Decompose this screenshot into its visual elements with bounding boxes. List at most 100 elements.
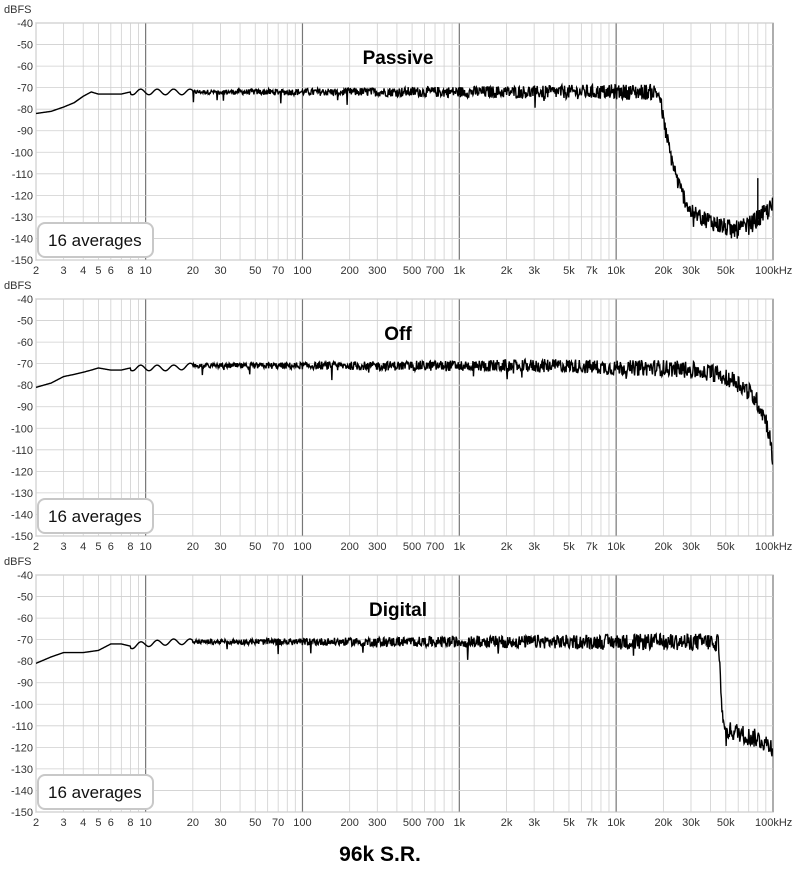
annotation-frame — [37, 498, 154, 534]
x-tick-label: 700 — [426, 265, 444, 277]
x-tick-label: 30k — [682, 265, 700, 277]
y-tick-label: -80 — [17, 380, 33, 392]
annotation-text: 16 averages — [48, 507, 142, 526]
y-tick-label: -120 — [11, 466, 33, 478]
chart-title: Passive — [363, 48, 434, 69]
y-tick-label: -150 — [11, 531, 33, 543]
y-tick-label: -140 — [11, 785, 33, 797]
x-tick-label: 50 — [249, 541, 261, 553]
x-tick-label: 4 — [80, 817, 86, 829]
x-tick-label: 300 — [368, 817, 386, 829]
y-tick-label: -70 — [17, 635, 33, 647]
x-tick-label: 500 — [403, 541, 421, 553]
x-tick-label: 20k — [654, 541, 672, 553]
plot-area — [35, 574, 774, 813]
annotation-text: 16 averages — [48, 231, 142, 250]
x-tick-label: 4 — [80, 265, 86, 277]
chart-title: Digital — [369, 600, 427, 621]
x-tick-label: 6 — [108, 817, 114, 829]
x-tick-label: 20k — [654, 265, 672, 277]
y-tick-label: -50 — [17, 40, 33, 52]
y-tick-label: -80 — [17, 656, 33, 668]
y-tick-label: -100 — [11, 423, 33, 435]
x-tick-label: 2k — [501, 541, 513, 553]
x-tick-label: 20k — [654, 817, 672, 829]
y-tick-label: -50 — [17, 592, 33, 604]
annotation-box: 16 averages — [37, 498, 154, 534]
x-tick-label: 30 — [214, 265, 226, 277]
x-tick-label: 700 — [426, 541, 444, 553]
x-tick-label: 50k — [717, 541, 735, 553]
y-axis-label: dBFS — [4, 4, 32, 16]
x-tick-label: 500 — [403, 265, 421, 277]
x-tick-label: 3 — [61, 817, 67, 829]
x-tick-label: 10 — [140, 265, 152, 277]
x-tick-label: 8 — [127, 265, 133, 277]
chart-panel-1: -40 -50 -60 -70 -80 -90 -100 -110 -120 -130 -140 -1… — [4, 4, 792, 277]
y-tick-label: -110 — [12, 445, 33, 457]
chart-panel-3: -40 -50 -60 -70 -80 -90 -100 -110 -120 -130 -140 -1… — [4, 556, 792, 829]
x-tick-label: 70 — [272, 541, 284, 553]
x-tick-label: 6 — [108, 541, 114, 553]
y-tick-label: -110 — [12, 169, 33, 181]
y-tick-label: -90 — [17, 126, 33, 138]
y-axis-label: dBFS — [4, 556, 32, 568]
x-tick-label: 3k — [528, 541, 540, 553]
x-tick-label: 700 — [426, 817, 444, 829]
x-tick-label: 5k — [563, 265, 575, 277]
x-tick-label: 30 — [214, 817, 226, 829]
x-tick-label: 1k — [454, 265, 466, 277]
x-tick-label: 5k — [563, 817, 575, 829]
annotation-text: 16 averages — [48, 783, 142, 802]
y-tick-label: -90 — [17, 678, 33, 690]
y-tick-label: -110 — [12, 721, 33, 733]
x-tick-label: 50 — [249, 817, 261, 829]
x-tick-label: 30k — [682, 541, 700, 553]
x-tick-label: 70 — [272, 265, 284, 277]
y-tick-label: -150 — [11, 255, 33, 267]
x-tick-label: 1k — [454, 541, 466, 553]
y-tick-label: -150 — [11, 807, 33, 819]
y-tick-label: -100 — [11, 147, 33, 159]
x-tick-label: 500 — [403, 817, 421, 829]
x-tick-label: 3 — [61, 265, 67, 277]
x-tick-label: 3 — [61, 541, 67, 553]
x-tick-label: 200 — [341, 541, 359, 553]
x-tick-label: 100kHz — [755, 265, 792, 277]
y-axis-label: dBFS — [4, 280, 32, 292]
x-tick-label: 1k — [454, 817, 466, 829]
x-tick-label: 10 — [140, 817, 152, 829]
x-tick-label: 50 — [249, 265, 261, 277]
grid — [35, 22, 774, 261]
x-tick-label: 200 — [341, 817, 359, 829]
x-tick-label: 8 — [127, 541, 133, 553]
x-tick-label: 200 — [341, 265, 359, 277]
y-tick-label: -130 — [11, 764, 33, 776]
x-tick-label: 100 — [293, 541, 311, 553]
y-tick-label: -80 — [17, 104, 33, 116]
x-tick-label: 30 — [214, 541, 226, 553]
annotation-frame — [37, 222, 154, 258]
x-tick-label: 2 — [33, 817, 39, 829]
x-tick-label: 50k — [717, 817, 735, 829]
plot-area — [35, 22, 774, 261]
x-tick-label: 5 — [95, 265, 101, 277]
y-tick-label: -100 — [11, 699, 33, 711]
x-tick-label: 20 — [187, 265, 199, 277]
x-tick-label: 10k — [607, 817, 625, 829]
y-tick-label: -140 — [11, 233, 33, 245]
y-tick-label: -60 — [17, 613, 33, 625]
annotation-box: 16 averages — [37, 774, 154, 810]
x-tick-label: 2 — [33, 541, 39, 553]
x-tick-label: 300 — [368, 541, 386, 553]
x-tick-label: 30k — [682, 817, 700, 829]
y-tick-label: -130 — [11, 212, 33, 224]
series-line — [36, 357, 773, 465]
x-tick-label: 20 — [187, 817, 199, 829]
y-tick-label: -140 — [11, 509, 33, 521]
x-tick-label: 10k — [607, 541, 625, 553]
x-tick-label: 10 — [140, 541, 152, 553]
x-tick-label: 3k — [528, 265, 540, 277]
chart-panel-2: -40 -50 -60 -70 -80 -90 -100 -110 -120 -130 -140 -1… — [4, 280, 792, 553]
x-tick-label: 50k — [717, 265, 735, 277]
